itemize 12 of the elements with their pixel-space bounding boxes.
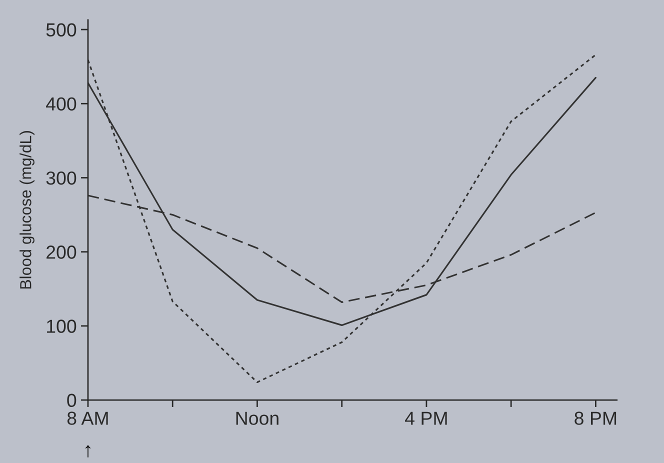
y-tick-label: 0 [67, 394, 76, 408]
y-axis-title: Blood glucose (mg/dL) [20, 131, 34, 289]
x-tick-label: 8 PM [574, 412, 616, 425]
x-tick-label: Noon [236, 412, 278, 425]
y-tick-label: 500 [46, 23, 76, 37]
y-tick-label: 100 [47, 320, 76, 333]
x-tick-label: 8 AM [67, 412, 108, 425]
x-tick-label: 4 PM [405, 412, 447, 425]
y-tick-label: 400 [46, 97, 76, 111]
y-tick-label: 200 [46, 246, 76, 259]
y-tick-label: 300 [46, 171, 76, 185]
text: ↑ [86, 445, 90, 458]
